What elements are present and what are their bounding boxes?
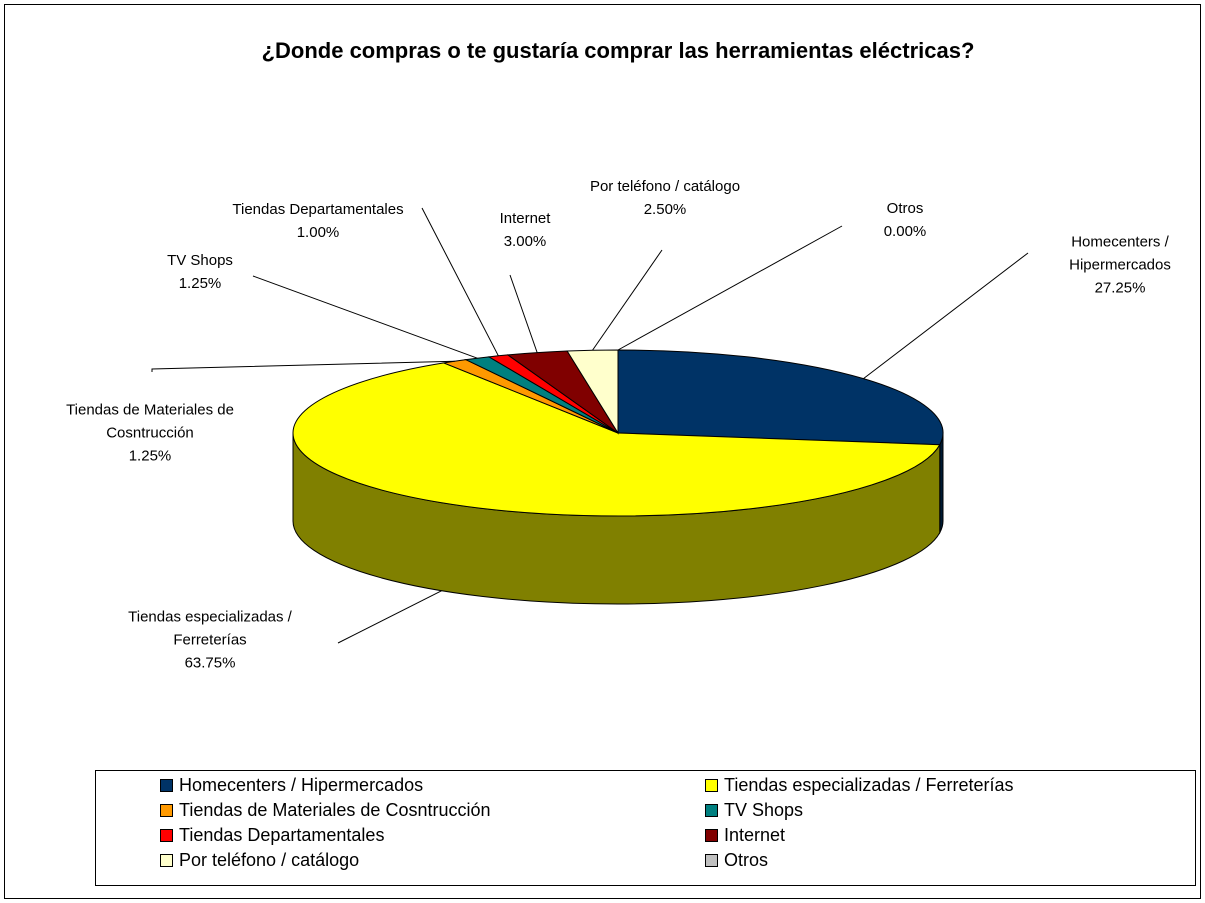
- legend-swatch: [705, 804, 718, 817]
- legend-label: Por teléfono / catálogo: [179, 850, 360, 870]
- data-label-value: 1.00%: [296, 224, 340, 241]
- leader-line: [337, 590, 442, 644]
- data-label: Tiendas especializadas / Ferreterías 63.7…: [90, 606, 330, 675]
- legend-swatch: [160, 829, 173, 842]
- data-label-name: Homecenters / Hipermercados: [1069, 233, 1171, 274]
- data-label-value: 1.25%: [128, 447, 172, 465]
- data-label-value: 1.25%: [178, 275, 222, 292]
- data-label: Tiendas de Materiales de Cosntrucción 1.2…: [30, 399, 270, 468]
- data-label-value: 0.00%: [883, 223, 927, 240]
- legend-box: [95, 770, 1196, 886]
- data-label-value: 63.75%: [184, 654, 236, 672]
- legend-item: Homecenters / Hipermercados: [160, 775, 423, 795]
- leader-line: [863, 252, 1029, 379]
- leader-line: [509, 274, 538, 353]
- legend-label: Homecenters / Hipermercados: [179, 775, 424, 795]
- data-label: Internet 3.00%: [465, 207, 585, 253]
- legend-item: Otros: [705, 850, 768, 870]
- data-label: Tiendas Departamentales 1.00%: [198, 198, 438, 244]
- data-label: Homecenters / Hipermercados 27.25%: [1045, 231, 1195, 300]
- legend-item: Tiendas Departamentales: [160, 825, 384, 845]
- data-label-name: Tiendas de Materiales de Cosntrucción: [66, 401, 234, 442]
- data-label-name: Tiendas Departamentales: [232, 201, 404, 218]
- legend-label: Tiendas Departamentales: [179, 825, 385, 845]
- data-label: TV Shops 1.25%: [125, 249, 275, 295]
- data-label-name: Otros: [886, 200, 924, 217]
- legend-label: TV Shops: [724, 800, 804, 820]
- legend-label: Tiendas de Materiales de Cosntrucción: [179, 800, 491, 820]
- leader-line: [592, 249, 663, 351]
- legend-swatch: [160, 779, 173, 792]
- data-label: Otros 0.00%: [855, 197, 955, 243]
- legend-swatch: [705, 829, 718, 842]
- legend-item: Por teléfono / catálogo: [160, 850, 359, 870]
- legend-swatch: [705, 779, 718, 792]
- data-label-value: 2.50%: [643, 201, 687, 218]
- chart-title: ¿Donde compras o te gustaría comprar las…: [262, 38, 975, 63]
- legend-label: Otros: [724, 850, 769, 870]
- legend-label: Tiendas especializadas / Ferreterías: [724, 775, 1014, 795]
- data-label-value: 27.25%: [1094, 279, 1146, 297]
- legend-swatch: [705, 854, 718, 867]
- legend-item: Tiendas de Materiales de Cosntrucción: [160, 800, 491, 820]
- leader-line: [252, 275, 478, 359]
- legend-label: Internet: [724, 825, 786, 845]
- leader-line: [617, 225, 843, 351]
- data-label-name: TV Shops: [167, 252, 233, 269]
- data-label-name: Por teléfono / catálogo: [589, 178, 741, 195]
- legend-swatch: [160, 854, 173, 867]
- data-label-name: Tiendas especializadas / Ferreterías: [128, 608, 292, 649]
- data-label-name: Internet: [499, 210, 551, 227]
- legend-swatch: [160, 804, 173, 817]
- legend-item: TV Shops: [705, 800, 803, 820]
- data-label-value: 3.00%: [503, 233, 547, 250]
- leader-line: [421, 207, 499, 357]
- leader-line: [151, 360, 455, 372]
- slice: [292, 362, 941, 517]
- data-label: Por teléfono / catálogo 2.50%: [555, 175, 775, 221]
- legend-item: Tiendas especializadas / Ferreterías: [705, 775, 1013, 795]
- legend-item: Internet: [705, 825, 785, 845]
